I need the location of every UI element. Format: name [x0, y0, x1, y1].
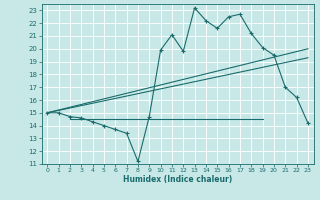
X-axis label: Humidex (Indice chaleur): Humidex (Indice chaleur) — [123, 175, 232, 184]
